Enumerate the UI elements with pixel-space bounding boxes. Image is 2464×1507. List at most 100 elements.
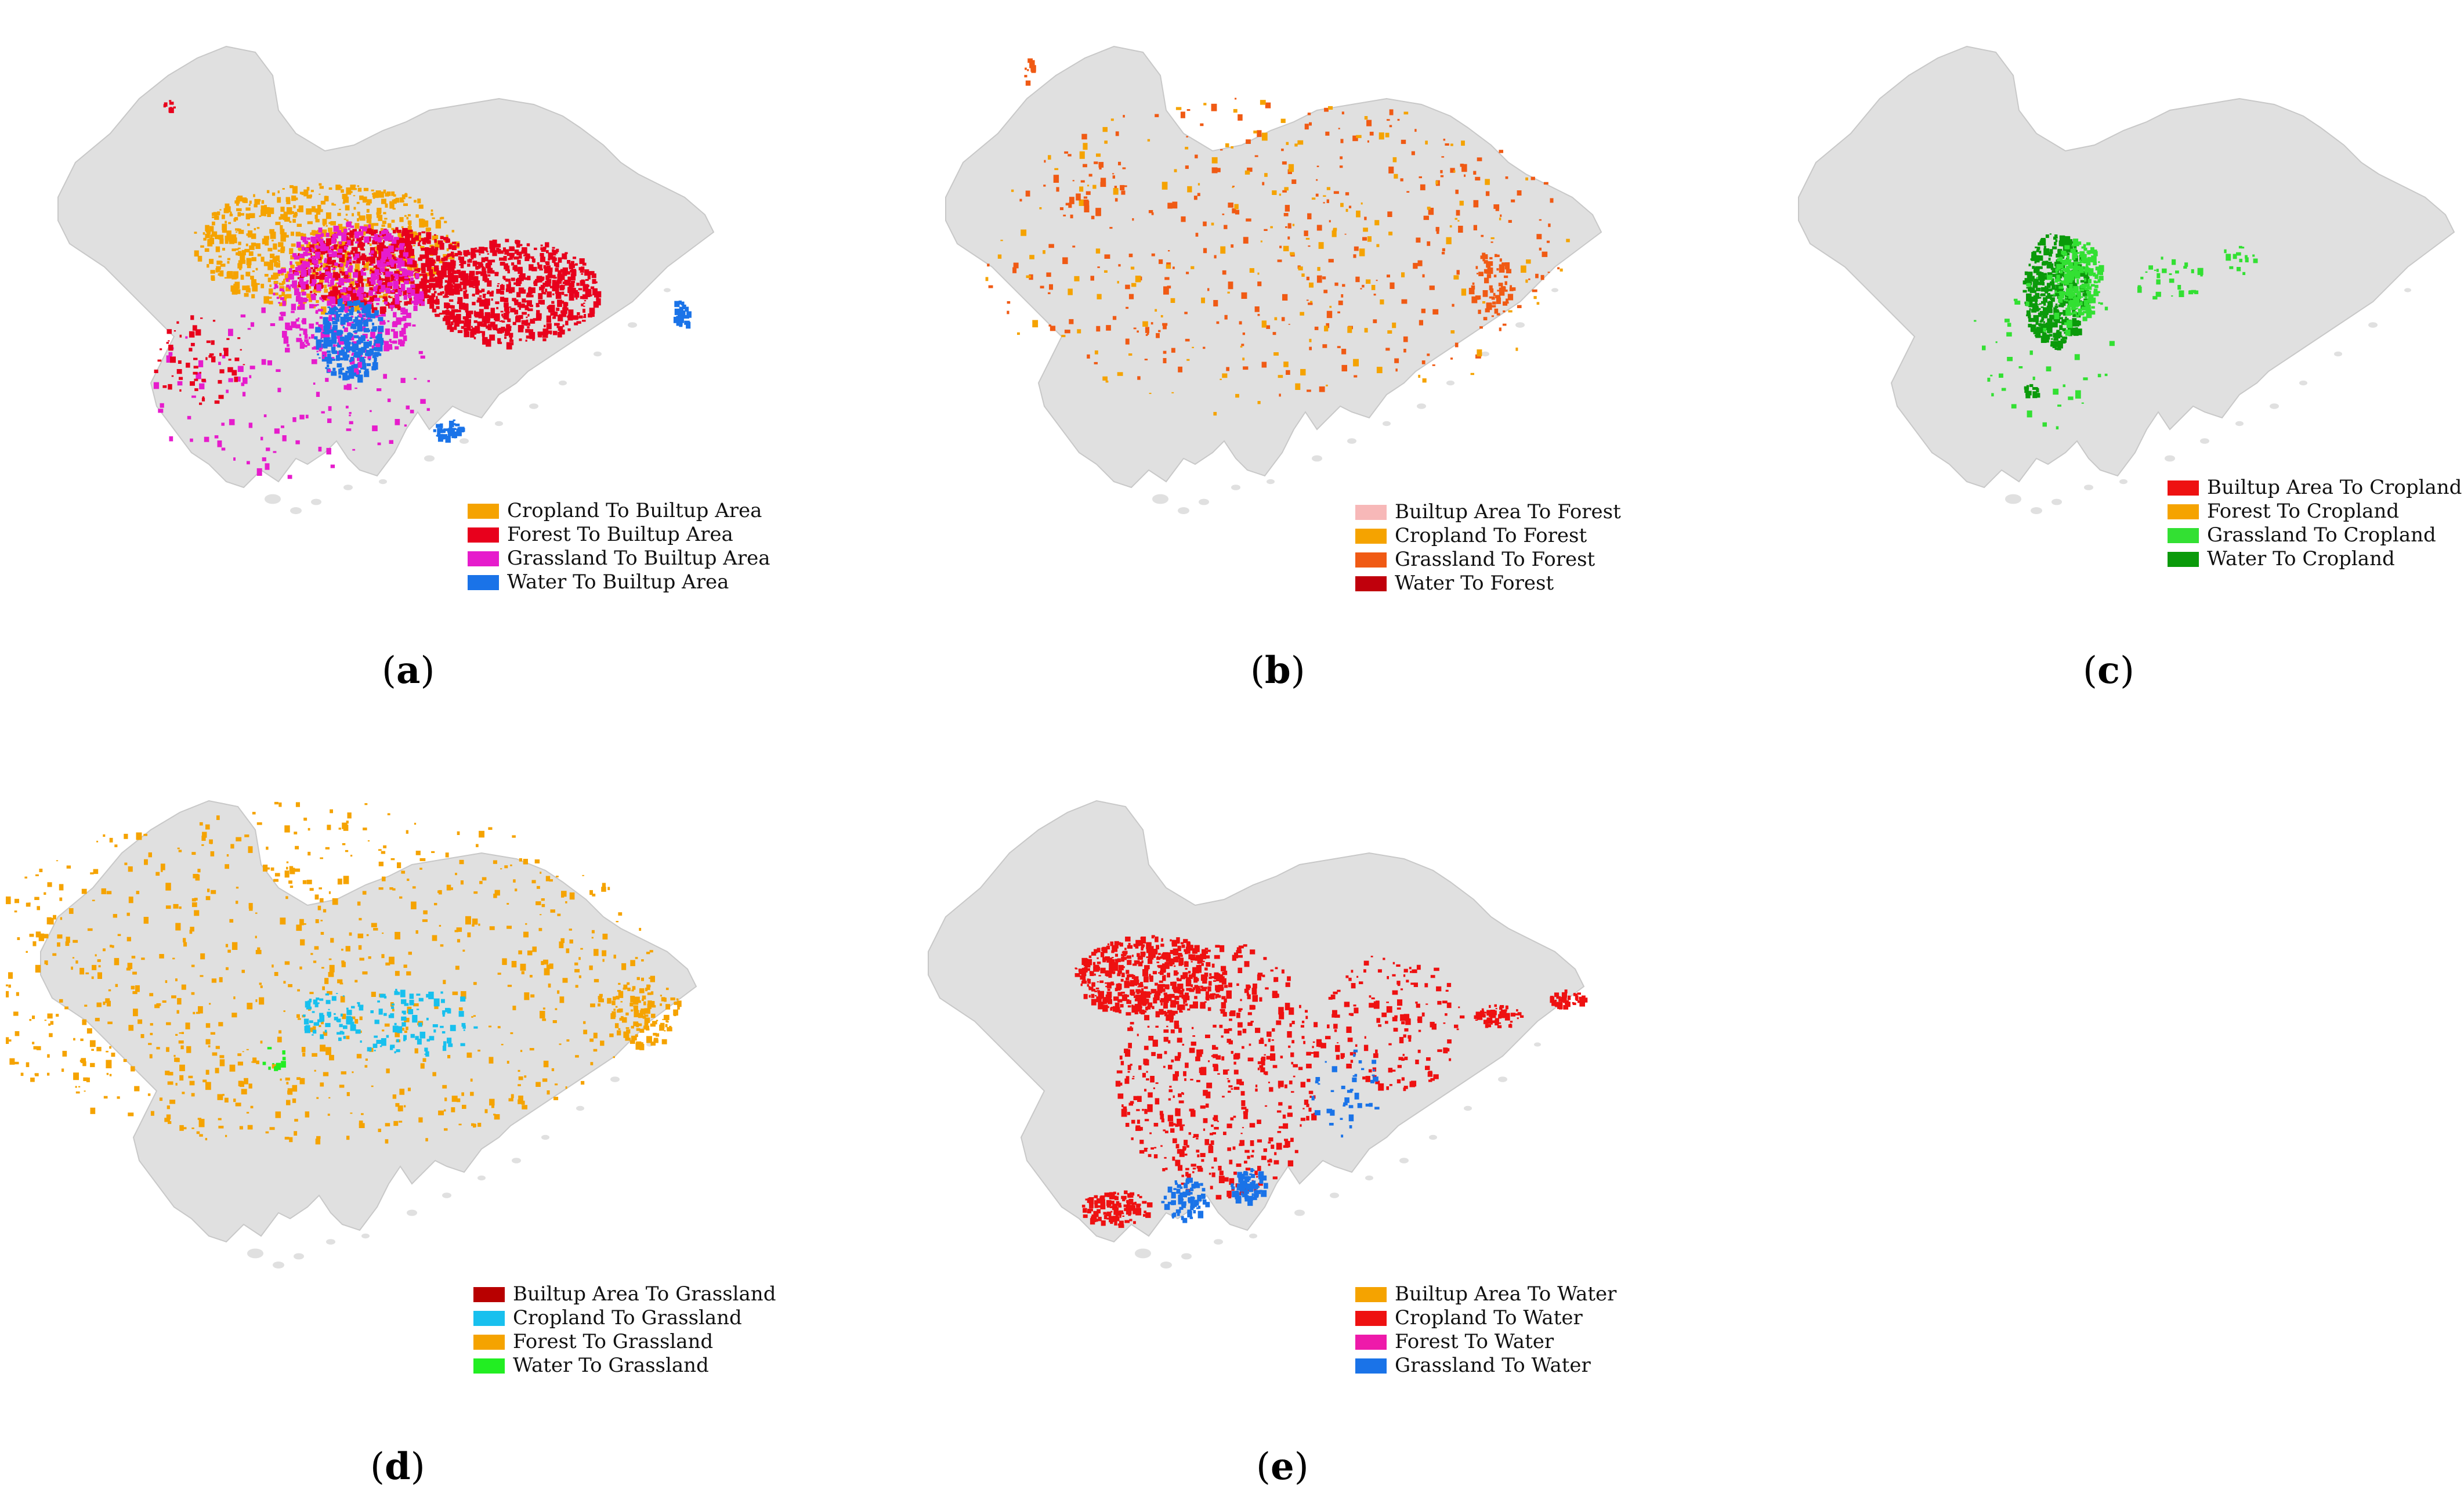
island <box>290 507 302 514</box>
legend-item: Cropland To Builtup Area <box>468 499 770 523</box>
island <box>559 380 567 386</box>
legend-label: Forest To Builtup Area <box>507 523 733 546</box>
legend-swatch <box>1355 1286 1387 1302</box>
island <box>2119 479 2127 485</box>
legend-label: Forest To Cropland <box>2207 500 2400 523</box>
island <box>1429 1134 1437 1140</box>
island <box>1178 507 1189 514</box>
legend-swatch <box>2168 551 2199 567</box>
legend-e: Builtup Area To Water Cropland To Water Fo… <box>1355 1282 1616 1378</box>
legend-item: Cropland To Water <box>1355 1306 1616 1330</box>
island <box>2334 351 2342 357</box>
island <box>1294 1209 1305 1216</box>
island <box>1515 322 1525 328</box>
legend-swatch <box>473 1334 505 1350</box>
island <box>2051 498 2062 505</box>
island <box>442 1192 451 1198</box>
legend-label: Grassland To Forest <box>1395 548 1595 571</box>
island <box>477 1175 486 1181</box>
region-landmass <box>40 800 697 1243</box>
legend-item: Forest To Grassland <box>473 1330 776 1354</box>
legend-item: Water To Grassland <box>473 1354 776 1378</box>
legend-label: Builtup Area To Grassland <box>513 1282 776 1306</box>
legend-label: Cropland To Builtup Area <box>507 499 762 522</box>
island <box>2368 322 2378 328</box>
legend-item: Water To Cropland <box>2168 547 2462 571</box>
change-pixels <box>6 801 682 1145</box>
legend-swatch <box>468 551 499 566</box>
island <box>379 479 387 485</box>
island <box>294 1253 304 1260</box>
map-panel-a: Cropland To Builtup Area Forest To Builtu… <box>23 12 835 708</box>
legend-item: Builtup Area To Water <box>1355 1282 1616 1306</box>
legend-swatch <box>1355 1334 1387 1350</box>
map-panel-d: Builtup Area To Grassland Cropland To Gra… <box>6 766 818 1462</box>
region-map-d <box>6 800 697 1269</box>
legend-label: Water To Cropland <box>2207 547 2395 570</box>
legend-label: Cropland To Forest <box>1395 524 1587 547</box>
map-panel-c: Builtup Area To Cropland Forest To Cropla… <box>1764 12 2464 708</box>
legend-d: Builtup Area To Grassland Cropland To Gra… <box>473 1282 776 1378</box>
legend-item: Builtup Area To Cropland <box>2168 476 2462 500</box>
legend-a: Cropland To Builtup Area Forest To Builtu… <box>468 499 770 594</box>
region-map-a <box>57 45 715 514</box>
legend-label: Grassland To Builtup Area <box>507 547 770 570</box>
island <box>1312 455 1322 462</box>
island <box>1534 1042 1541 1047</box>
region-map-b <box>945 45 1602 514</box>
island <box>1160 1262 1172 1269</box>
island <box>459 438 469 444</box>
legend-swatch <box>1355 1358 1387 1374</box>
legend-item: Forest To Water <box>1355 1330 1616 1354</box>
caption-b: (b) <box>1250 649 1305 692</box>
legend-swatch <box>1355 528 1387 544</box>
island <box>594 351 602 357</box>
island <box>361 1233 370 1239</box>
island <box>1446 380 1454 386</box>
caption-d: (d) <box>370 1445 425 1488</box>
map-panel-b: Builtup Area To Forest Cropland To Forest… <box>911 12 1723 708</box>
region-landmass <box>928 800 1585 1243</box>
legend-swatch <box>2168 504 2199 519</box>
island <box>343 485 353 490</box>
island <box>576 1105 584 1111</box>
caption-a: (a) <box>382 649 435 692</box>
island <box>610 1076 620 1082</box>
legend-item: Grassland To Forest <box>1355 548 1621 572</box>
change-pixels <box>1074 935 1588 1228</box>
island <box>1330 1192 1339 1198</box>
legend-swatch <box>468 527 499 543</box>
legend-label: Cropland To Grassland <box>513 1306 742 1329</box>
legend-swatch <box>473 1310 505 1326</box>
island <box>1135 1248 1151 1259</box>
legend-item: Forest To Cropland <box>2168 500 2462 523</box>
legend-item: Water To Builtup Area <box>468 570 770 594</box>
island <box>1199 498 1209 505</box>
legend-label: Grassland To Cropland <box>2207 523 2436 547</box>
legend-label: Water To Grassland <box>513 1354 709 1377</box>
island <box>512 1158 521 1163</box>
island <box>529 403 538 409</box>
legend-label: Builtup Area To Cropland <box>2207 476 2462 499</box>
island <box>247 1248 263 1259</box>
island <box>495 421 503 427</box>
legend-swatch <box>468 574 499 590</box>
island <box>1231 485 1240 490</box>
island <box>2084 485 2093 490</box>
island <box>2200 438 2209 444</box>
map-panel-e: Builtup Area To Water Cropland To Water Fo… <box>893 766 1706 1462</box>
caption-c: (c) <box>2083 649 2134 692</box>
legend-swatch <box>1355 552 1387 568</box>
legend-swatch <box>1355 504 1387 520</box>
island <box>2235 421 2244 427</box>
island <box>2270 403 2279 409</box>
legend-item: Grassland To Builtup Area <box>468 547 770 570</box>
legend-item: Cropland To Forest <box>1355 524 1621 548</box>
legend-swatch <box>1355 576 1387 591</box>
island <box>2005 494 2021 504</box>
legend-item: Grassland To Cropland <box>2168 523 2462 547</box>
island <box>1551 288 1558 292</box>
island <box>2165 455 2175 462</box>
legend-swatch <box>473 1358 505 1374</box>
legend-swatch <box>2168 527 2199 543</box>
